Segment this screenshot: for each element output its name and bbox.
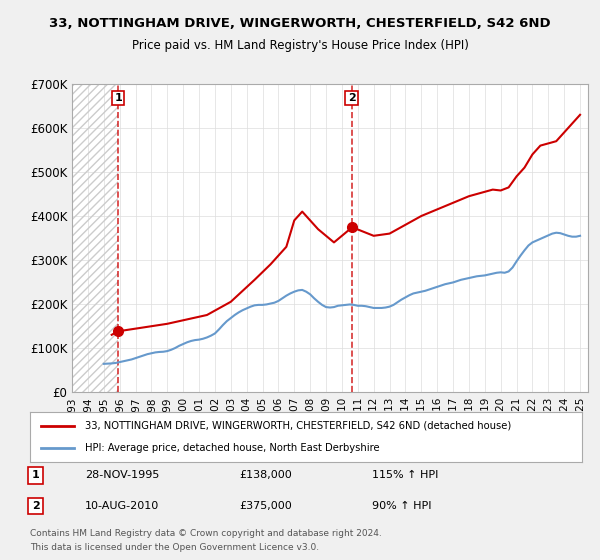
Text: This data is licensed under the Open Government Licence v3.0.: This data is licensed under the Open Gov… (30, 543, 319, 552)
Bar (72, 84, 118, 392)
Text: £375,000: £375,000 (240, 501, 293, 511)
Bar (72, 84, 118, 392)
Text: £138,000: £138,000 (240, 470, 293, 480)
Text: 1: 1 (115, 93, 122, 103)
Text: 10-AUG-2010: 10-AUG-2010 (85, 501, 160, 511)
Text: 28-NOV-1995: 28-NOV-1995 (85, 470, 160, 480)
Text: 1: 1 (32, 470, 40, 480)
Text: 2: 2 (32, 501, 40, 511)
Text: 90% ↑ HPI: 90% ↑ HPI (372, 501, 432, 511)
Text: 33, NOTTINGHAM DRIVE, WINGERWORTH, CHESTERFIELD, S42 6ND: 33, NOTTINGHAM DRIVE, WINGERWORTH, CHEST… (49, 17, 551, 30)
Text: 2: 2 (348, 93, 355, 103)
Text: HPI: Average price, detached house, North East Derbyshire: HPI: Average price, detached house, Nort… (85, 443, 380, 453)
Text: 115% ↑ HPI: 115% ↑ HPI (372, 470, 439, 480)
Text: Contains HM Land Registry data © Crown copyright and database right 2024.: Contains HM Land Registry data © Crown c… (30, 529, 382, 538)
Text: 33, NOTTINGHAM DRIVE, WINGERWORTH, CHESTERFIELD, S42 6ND (detached house): 33, NOTTINGHAM DRIVE, WINGERWORTH, CHEST… (85, 421, 511, 431)
Text: Price paid vs. HM Land Registry's House Price Index (HPI): Price paid vs. HM Land Registry's House … (131, 39, 469, 52)
